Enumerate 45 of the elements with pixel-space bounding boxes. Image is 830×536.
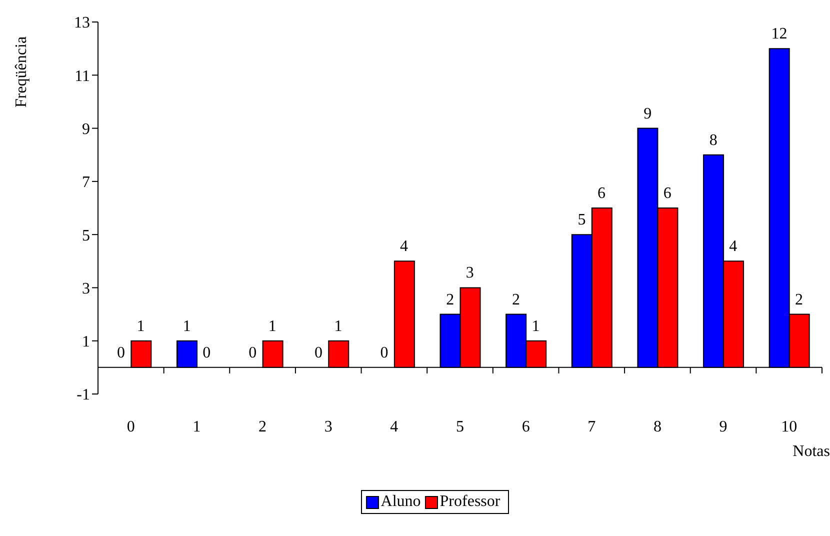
x-tick-label: 5: [456, 418, 464, 436]
data-label: 0: [202, 344, 211, 362]
data-label: 0: [117, 344, 126, 362]
data-label: 4: [400, 238, 408, 256]
data-label: 12: [771, 26, 788, 43]
y-tick-label: -1: [76, 386, 90, 404]
y-tick-label: 5: [82, 227, 90, 244]
y-tick-label: 11: [74, 68, 90, 85]
data-label: 6: [598, 185, 606, 202]
data-label: 0: [314, 344, 322, 362]
data-label: 0: [380, 344, 388, 362]
data-label: 1: [532, 318, 540, 335]
x-tick-label: 6: [522, 418, 530, 436]
x-tick-label: 4: [390, 418, 398, 436]
x-tick-label: 9: [719, 418, 728, 436]
x-tick-label: 8: [653, 418, 662, 436]
y-tick-label: 3: [82, 280, 90, 298]
data-label: 5: [578, 212, 586, 229]
x-tick-label: 0: [126, 418, 135, 436]
data-label: 2: [446, 291, 454, 308]
x-tick-label: 10: [781, 418, 798, 436]
data-label: 9: [644, 105, 652, 122]
x-tick-label: 7: [588, 418, 596, 436]
data-label: 3: [466, 264, 474, 282]
legend-label: Professor: [438, 493, 500, 511]
data-label: 1: [136, 318, 145, 335]
data-label: 1: [334, 318, 342, 335]
data-label: 4: [729, 238, 738, 256]
data-label: 1: [268, 318, 276, 335]
x-axis-title: Notas: [792, 443, 830, 460]
data-label: 6: [663, 185, 672, 202]
y-tick-label: 7: [82, 174, 90, 192]
x-tick-label: 3: [324, 418, 332, 436]
y-tick-label: 1: [82, 334, 90, 351]
y-axis-title: Freqüência: [13, 36, 30, 108]
legend-label: Aluno: [380, 493, 421, 511]
data-label: 1: [182, 318, 191, 335]
data-label: 2: [512, 291, 520, 308]
x-tick-label: 2: [258, 418, 267, 436]
x-tick-label: 1: [192, 418, 201, 436]
y-tick-label: 9: [82, 120, 90, 138]
data-label: 8: [709, 132, 718, 149]
data-label: 2: [794, 291, 803, 308]
y-tick-label: 13: [74, 14, 90, 32]
data-label: 0: [248, 344, 257, 362]
